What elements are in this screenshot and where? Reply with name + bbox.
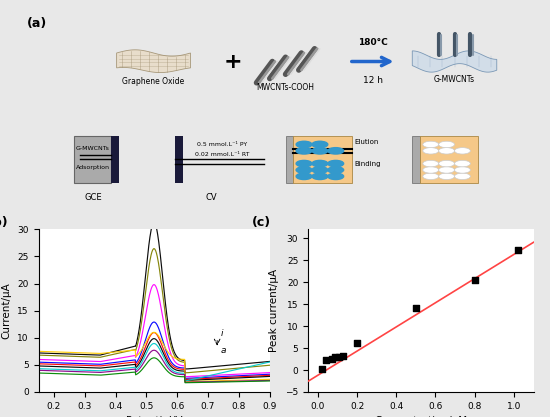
Circle shape (312, 173, 328, 180)
Point (513, 247, 522, 254)
Point (331, 354, 340, 361)
Text: 180°C: 180°C (358, 38, 388, 47)
Circle shape (296, 141, 312, 148)
Text: G-MWCNTs: G-MWCNTs (76, 146, 110, 151)
Circle shape (423, 173, 439, 180)
Circle shape (454, 148, 470, 154)
Circle shape (439, 167, 454, 173)
Circle shape (328, 161, 344, 167)
Circle shape (328, 173, 344, 180)
Polygon shape (412, 51, 497, 72)
Circle shape (439, 148, 454, 154)
Text: 0.5 mmol.L⁻¹ PY: 0.5 mmol.L⁻¹ PY (197, 142, 248, 147)
Circle shape (454, 167, 470, 173)
FancyBboxPatch shape (285, 136, 294, 183)
Circle shape (423, 161, 439, 167)
Circle shape (312, 167, 328, 173)
Circle shape (423, 141, 439, 148)
X-axis label: Potential/V: Potential/V (126, 416, 182, 417)
Point (470, 276, 479, 283)
Circle shape (423, 148, 439, 154)
FancyBboxPatch shape (111, 136, 119, 183)
Text: Adsorption: Adsorption (76, 166, 110, 170)
Text: G-MWCNTs: G-MWCNTs (434, 75, 475, 84)
Circle shape (423, 167, 439, 173)
X-axis label: Concentration/μM: Concentration/μM (374, 416, 467, 417)
Point (411, 305, 420, 312)
Point (335, 354, 344, 360)
Text: a: a (220, 346, 225, 355)
Circle shape (439, 173, 454, 180)
Text: CV: CV (206, 193, 217, 202)
Circle shape (296, 161, 312, 167)
Circle shape (312, 148, 328, 154)
FancyBboxPatch shape (412, 136, 420, 183)
Circle shape (454, 173, 470, 180)
Point (327, 355, 336, 362)
Circle shape (439, 161, 454, 167)
Text: (c): (c) (252, 216, 271, 229)
Text: MWCNTs-COOH: MWCNTs-COOH (256, 83, 315, 92)
FancyBboxPatch shape (294, 136, 351, 183)
Text: Elution: Elution (354, 139, 378, 145)
Circle shape (328, 148, 344, 154)
Point (353, 339, 361, 346)
Point (321, 357, 330, 364)
FancyBboxPatch shape (175, 136, 183, 183)
Y-axis label: Current/μA: Current/μA (2, 282, 12, 339)
FancyBboxPatch shape (74, 136, 111, 183)
Text: 0.02 mmol.L⁻¹ RT: 0.02 mmol.L⁻¹ RT (195, 151, 250, 156)
Text: GCE: GCE (84, 193, 102, 202)
Circle shape (296, 173, 312, 180)
Circle shape (296, 167, 312, 173)
Text: Graphene Oxide: Graphene Oxide (123, 78, 185, 86)
Text: (a): (a) (27, 17, 47, 30)
FancyBboxPatch shape (420, 136, 478, 183)
Point (317, 366, 326, 372)
Text: Binding: Binding (354, 161, 381, 166)
Y-axis label: Peak current/μA: Peak current/μA (270, 269, 279, 352)
Circle shape (312, 141, 328, 148)
Circle shape (296, 148, 312, 154)
Circle shape (439, 141, 454, 148)
Text: (b): (b) (0, 216, 8, 229)
Text: 12 h: 12 h (362, 76, 383, 85)
Circle shape (328, 167, 344, 173)
Point (339, 353, 348, 360)
Circle shape (312, 161, 328, 167)
Circle shape (454, 161, 470, 167)
Text: +: + (223, 52, 242, 71)
Text: i: i (220, 329, 223, 338)
Polygon shape (117, 50, 190, 73)
